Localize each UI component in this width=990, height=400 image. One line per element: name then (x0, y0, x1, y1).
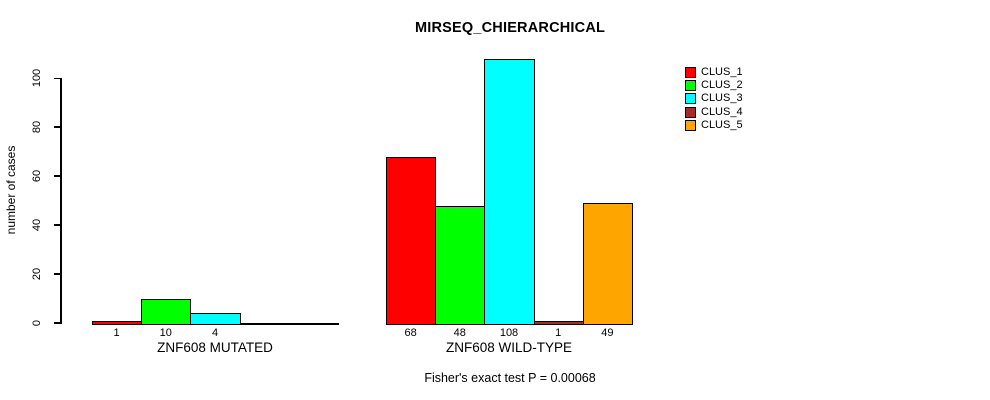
bar-clus_1-wildtype (386, 156, 437, 325)
bar-clus_2-mutated (141, 298, 192, 325)
bar-clus_4-mutated (239, 323, 290, 325)
y-tick-label: 20 (31, 267, 43, 281)
y-tick-mark (54, 126, 62, 128)
y-tick-mark (54, 224, 62, 226)
bar-clus_4-wildtype (533, 320, 584, 325)
bar-value-label: 49 (601, 327, 614, 339)
legend-label-clus_5: CLUS_5 (701, 118, 743, 131)
bar-value-label: 10 (159, 327, 172, 339)
bar-value-label: 1 (113, 327, 120, 339)
y-tick-label: 80 (31, 121, 43, 134)
bar-clus_2-wildtype (435, 205, 486, 325)
bar-clus_1-mutated (92, 320, 143, 325)
y-tick-label: 60 (31, 170, 43, 183)
y-tick-mark (54, 77, 62, 80)
legend-swatch-clus_1 (685, 67, 696, 78)
group-label-mutated: ZNF608 MUTATED (157, 340, 273, 355)
bar-value-label: 68 (404, 327, 417, 339)
legend-label-clus_1: CLUS_1 (701, 66, 743, 78)
y-tick-mark (54, 175, 62, 177)
bar-clus_3-mutated (190, 313, 241, 325)
bar-clus_5-mutated (288, 323, 339, 325)
y-axis-title: number of cases (4, 145, 18, 235)
legend-label-clus_3: CLUS_3 (701, 92, 743, 105)
legend-label-clus_4: CLUS_4 (701, 105, 743, 118)
legend-swatch-clus_4 (685, 106, 696, 118)
group-label-wildtype: ZNF608 WILD-TYPE (445, 340, 573, 355)
bar-clus_5-wildtype (582, 203, 633, 325)
y-axis-line (60, 78, 62, 323)
y-tick-label: 0 (31, 319, 43, 327)
bar-value-label: 48 (453, 327, 466, 339)
y-tick-mark (54, 273, 62, 275)
y-tick-mark (54, 322, 62, 324)
legend-swatch-clus_5 (685, 119, 696, 131)
legend-swatch-clus_3 (685, 93, 696, 105)
chart-title: MIRSEQ_CHIERARCHICAL (414, 20, 606, 36)
fisher-test-annotation: Fisher's exact test P = 0.00068 (424, 371, 596, 385)
legend-label-clus_2: CLUS_2 (701, 79, 743, 92)
bar-value-label: 1 (555, 327, 562, 339)
bar-clus_3-wildtype (484, 58, 535, 325)
bar-value-label: 108 (499, 327, 519, 339)
bar-value-label: 4 (211, 327, 219, 339)
legend-swatch-clus_2 (685, 80, 696, 92)
y-tick-label: 100 (31, 69, 43, 88)
y-tick-label: 40 (31, 218, 43, 232)
